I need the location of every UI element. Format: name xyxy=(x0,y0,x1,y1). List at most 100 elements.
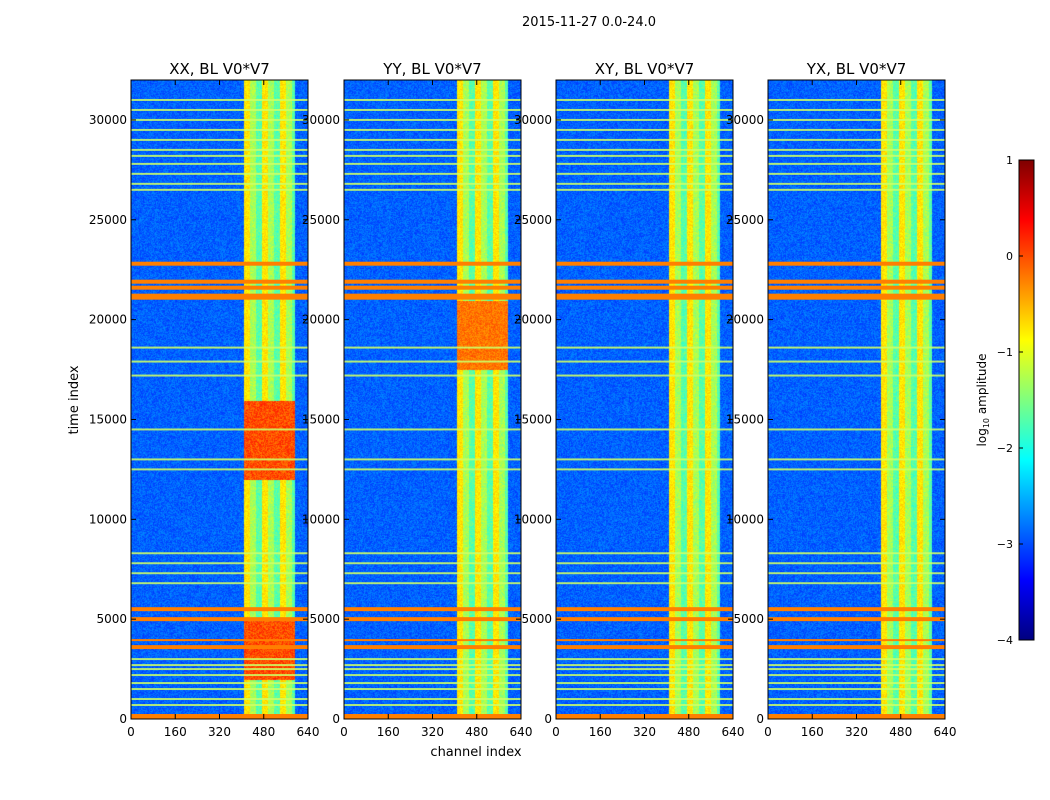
rfi-time-band xyxy=(131,293,308,300)
heatmap-image xyxy=(131,80,308,719)
y-tick-label: 20000 xyxy=(726,313,764,327)
panel-title: XY, BL V0*V7 xyxy=(595,60,695,78)
flagged-time-line xyxy=(131,698,308,701)
flagged-time-line xyxy=(556,154,733,157)
flagged-time-line xyxy=(556,128,733,131)
flagged-time-line xyxy=(768,128,945,131)
flagged-time-line xyxy=(131,682,308,685)
x-tick-label: 320 xyxy=(633,725,656,739)
panel-xx: XX, BL V0*V7 0 160 320 480 640 0 5000 10000 15000… xyxy=(89,60,320,739)
rfi-time-band xyxy=(344,617,521,622)
flagged-time-line xyxy=(768,172,945,175)
panel-xy: XY, BL V0*V7 0 160 320 480 640 0 5000 10000 15000… xyxy=(514,60,745,739)
flagged-time-line xyxy=(344,346,521,349)
x-tick-label: 160 xyxy=(377,725,400,739)
rfi-time-band xyxy=(556,617,733,622)
colorbar-tick-label: −2 xyxy=(997,442,1013,455)
flagged-time-line xyxy=(131,374,308,377)
flagged-time-line xyxy=(556,704,733,707)
flagged-time-line xyxy=(768,188,945,191)
y-tick-label: 5000 xyxy=(96,612,127,626)
panel-title: YY, BL V0*V7 xyxy=(382,60,481,78)
flagged-time-line xyxy=(556,582,733,585)
rfi-time-band xyxy=(131,639,308,642)
flagged-time-line xyxy=(768,658,945,661)
colorbar-tick-label: −1 xyxy=(997,346,1013,359)
flagged-time-line xyxy=(768,108,945,111)
panel-yy: YY, BL V0*V7 0 160 320 480 640 0 5000 10000 15000… xyxy=(302,60,533,739)
x-axis-label: channel index xyxy=(430,745,521,760)
flagged-time-line xyxy=(556,188,733,191)
rfi-time-band xyxy=(768,279,945,284)
y-tick-label: 10000 xyxy=(726,512,764,526)
flagged-time-line xyxy=(556,468,733,471)
flagged-time-line xyxy=(131,688,308,691)
flagged-time-line xyxy=(344,162,521,165)
y-axis-label: time index xyxy=(67,365,82,434)
flagged-time-line xyxy=(344,468,521,471)
flagged-time-line xyxy=(768,668,945,671)
rfi-time-band xyxy=(768,607,945,612)
flagged-time-line xyxy=(768,562,945,565)
flagged-time-line xyxy=(131,162,308,165)
flagged-time-line xyxy=(344,688,521,691)
flagged-time-line xyxy=(556,182,733,185)
flagged-time-line xyxy=(768,360,945,363)
flagged-time-line xyxy=(344,188,521,191)
flagged-time-line xyxy=(131,428,308,431)
flagged-time-line xyxy=(556,658,733,661)
flagged-time-line xyxy=(131,182,308,185)
flagged-time-line xyxy=(768,688,945,691)
rfi-time-band xyxy=(556,293,733,300)
flagged-time-line xyxy=(344,658,521,661)
flagged-time-line xyxy=(344,698,521,701)
x-tick-label: 480 xyxy=(889,725,912,739)
flagged-time-line xyxy=(131,148,308,151)
flagged-time-line xyxy=(768,458,945,461)
y-tick-label: 25000 xyxy=(726,213,764,227)
rfi-time-band xyxy=(556,645,733,650)
flagged-time-line xyxy=(768,138,945,141)
flagged-time-line xyxy=(344,360,521,363)
heatmap-image xyxy=(556,80,733,719)
flagged-time-line xyxy=(556,688,733,691)
flagged-time-line xyxy=(131,562,308,565)
y-tick-label: 0 xyxy=(544,712,552,726)
y-tick-label: 0 xyxy=(119,712,127,726)
flagged-time-line xyxy=(768,98,945,101)
heatmap-image xyxy=(344,80,521,719)
flagged-time-line xyxy=(344,582,521,585)
flagged-time-line xyxy=(131,582,308,585)
rfi-time-band xyxy=(768,645,945,650)
y-tick-label: 25000 xyxy=(514,213,552,227)
rfi-time-band xyxy=(556,261,733,266)
x-tick-label: 0 xyxy=(127,725,135,739)
rfi-time-band xyxy=(344,261,521,266)
x-tick-label: 480 xyxy=(252,725,275,739)
flagged-time-line xyxy=(556,698,733,701)
flagged-time-line xyxy=(556,674,733,677)
flagged-time-line xyxy=(768,682,945,685)
x-tick-label: 480 xyxy=(465,725,488,739)
colorbar-tick-label: −4 xyxy=(997,634,1013,647)
x-tick-label: 320 xyxy=(208,725,231,739)
flagged-time-line xyxy=(556,148,733,151)
flagged-time-line xyxy=(131,154,308,157)
flagged-time-line xyxy=(344,552,521,555)
x-tick-label: 640 xyxy=(722,725,745,739)
rfi-time-band xyxy=(344,279,521,284)
flagged-time-line xyxy=(131,458,308,461)
flagged-time-line xyxy=(131,658,308,661)
flagged-time-line xyxy=(131,346,308,349)
flagged-time-line xyxy=(556,346,733,349)
y-tick-label: 0 xyxy=(756,712,764,726)
flagged-time-line xyxy=(131,118,308,121)
flagged-time-line xyxy=(344,374,521,377)
flagged-time-line xyxy=(344,674,521,677)
flagged-time-line xyxy=(344,668,521,671)
colorbar-tick-label: 0 xyxy=(1006,250,1013,263)
rfi-time-band xyxy=(556,607,733,612)
rfi-time-band xyxy=(131,285,308,290)
flagged-time-line xyxy=(344,98,521,101)
flagged-time-line xyxy=(131,664,308,667)
